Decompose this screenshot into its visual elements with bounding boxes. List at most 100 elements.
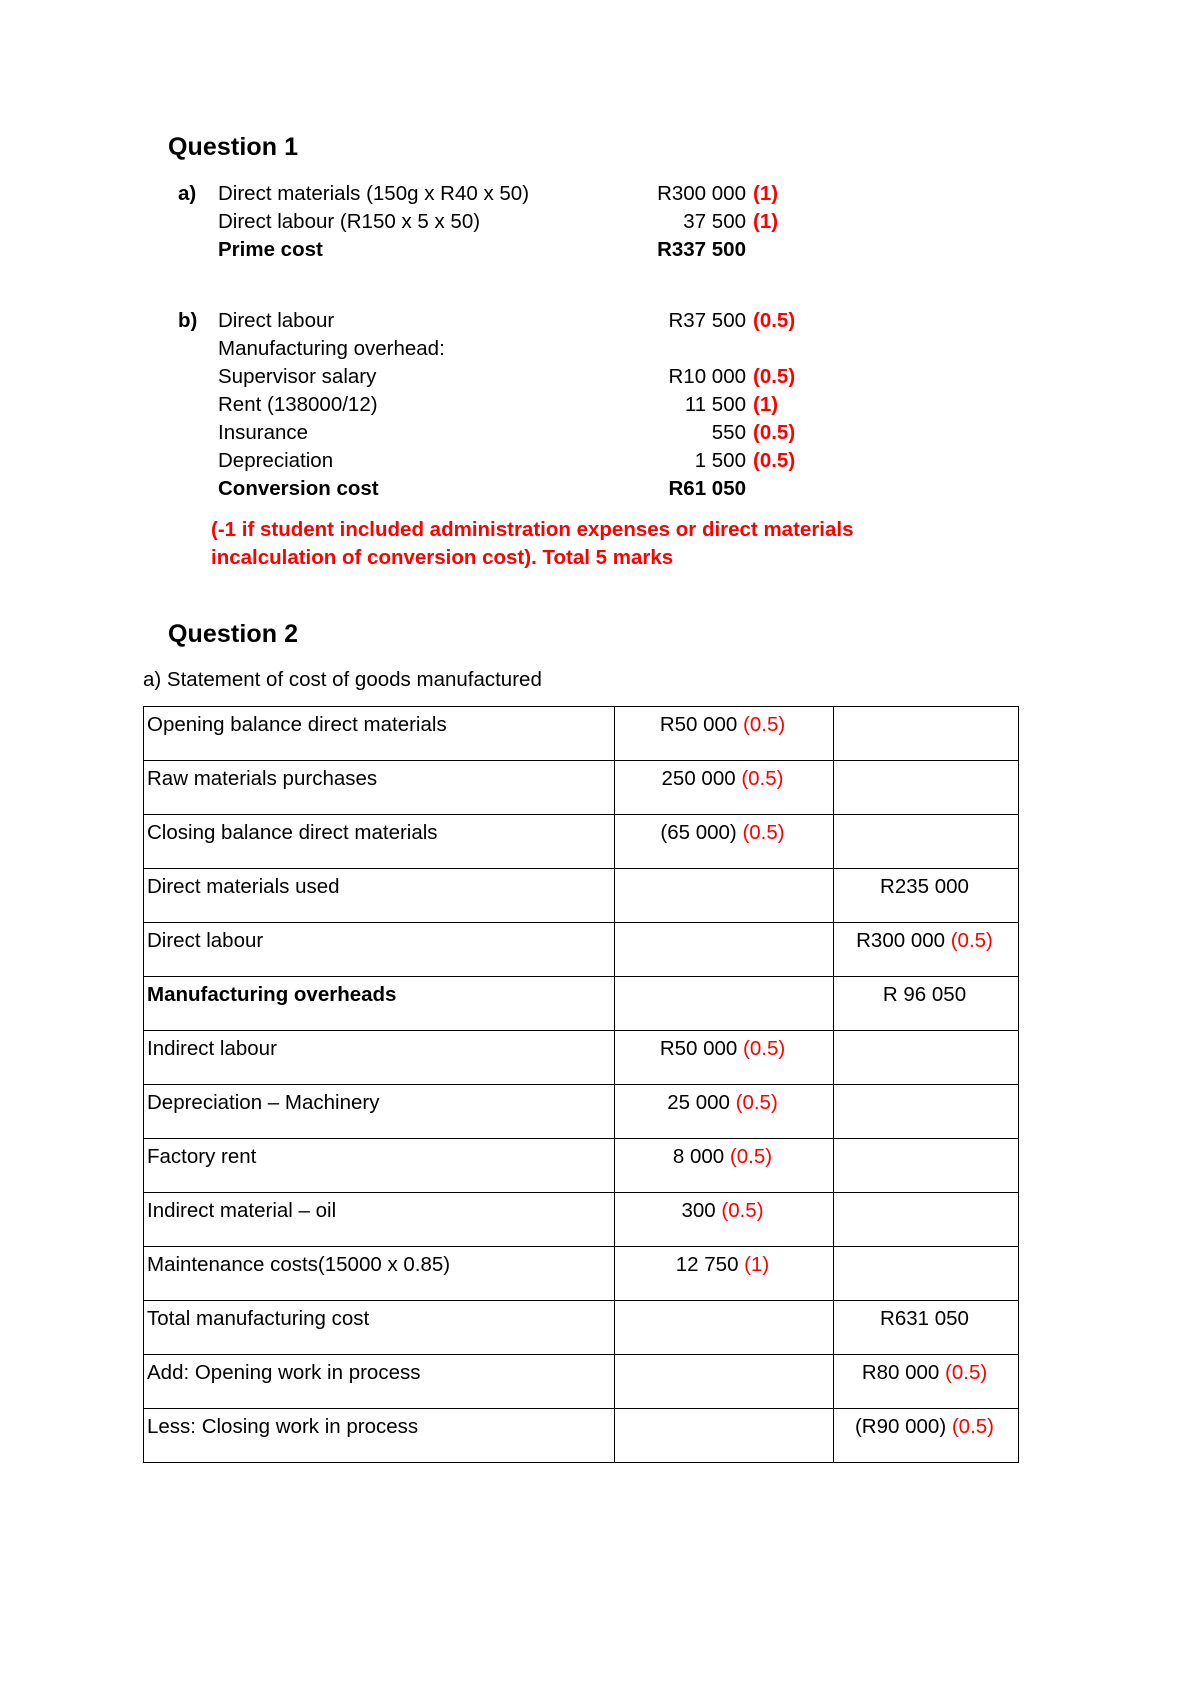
- q1b-amount: R37 500 (0.5): [558, 309, 798, 333]
- table-cell-description: Add: Opening work in process: [143, 1354, 615, 1409]
- table-cell-subtotal-value: R50 000: [659, 713, 738, 736]
- table-cell-description: Total manufacturing cost: [143, 1300, 615, 1355]
- table-cell-subtotal: R50 000 (0.5): [614, 706, 834, 761]
- table-cell-total: R235 000: [833, 868, 1019, 923]
- q1b-amount-value: 1 500: [694, 449, 746, 472]
- table-cell-total-value: (R90 000): [854, 1415, 947, 1438]
- table-cell-total-value: R300 000: [856, 929, 946, 952]
- q1b-label: Insurance: [218, 421, 309, 444]
- table-cell-total: [833, 1138, 1019, 1193]
- table-cell-subtotal-value: R50 000: [659, 1037, 738, 1060]
- table-row: Add: Opening work in process R80 000 (0.5…: [143, 1354, 1019, 1409]
- q1b-amount-value: 11 500: [684, 393, 746, 416]
- cost-of-goods-manufactured-table: Opening balance direct materials R50 000 …: [143, 706, 1019, 1463]
- table-cell-subtotal-value: 8 000: [672, 1145, 725, 1168]
- table-cell-subtotal: [614, 868, 834, 923]
- q1b-amount: [558, 337, 798, 361]
- table-row: Maintenance costs(15000 x 0.85) 12 750 (1…: [143, 1246, 1019, 1301]
- table-row: Depreciation – Machinery 25 000 (0.5): [143, 1084, 1019, 1139]
- table-cell-description: Direct materials used: [143, 868, 615, 923]
- table-cell-total: [833, 1084, 1019, 1139]
- table-row: Opening balance direct materials R50 000 …: [143, 706, 1019, 761]
- q1b-amount-value: R10 000: [668, 365, 746, 388]
- table-cell-subtotal-mark-allocation: (0.5): [715, 1199, 764, 1222]
- table-cell-description: Opening balance direct materials: [143, 706, 615, 761]
- q1b-label: Conversion cost: [218, 477, 379, 500]
- q1a-line: a) Direct materials (150g x R40 x 50) R300…: [178, 182, 798, 210]
- table-cell-subtotal-mark-allocation: (0.5): [737, 1037, 786, 1060]
- table-row: Manufacturing overheads R 96 050: [143, 976, 1019, 1031]
- q1a-label: Direct labour (R150 x 5 x 50): [218, 210, 481, 233]
- table-cell-description: Less: Closing work in process: [143, 1408, 615, 1463]
- q1b-label: Depreciation: [218, 449, 334, 472]
- q1a-mark-allocation: (1): [753, 210, 779, 233]
- question-1-part-a: a) Direct materials (150g x R40 x 50) R300…: [178, 182, 798, 266]
- table-cell-total: [833, 760, 1019, 815]
- table-cell-subtotal: R50 000 (0.5): [614, 1030, 834, 1085]
- table-cell-description: Direct labour: [143, 922, 615, 977]
- table-cell-total: [833, 706, 1019, 761]
- table-cell-subtotal: [614, 1300, 834, 1355]
- table-row: Raw materials purchases 250 000 (0.5): [143, 760, 1019, 815]
- q1a-line: Prime cost R337 500: [178, 238, 798, 266]
- q1a-line: Direct labour (R150 x 5 x 50) 37 500 (1): [178, 210, 798, 238]
- table-cell-description: Raw materials purchases: [143, 760, 615, 815]
- q1b-line: b) Direct labour R37 500 (0.5): [178, 309, 798, 337]
- table-cell-total: R300 000 (0.5): [833, 922, 1019, 977]
- q1b-line: Supervisor salary R10 000 (0.5): [178, 365, 798, 393]
- q1b-mark-allocation: (1): [753, 393, 779, 416]
- table-row: Less: Closing work in process (R90 000) (…: [143, 1408, 1019, 1463]
- table-cell-total: R631 050: [833, 1300, 1019, 1355]
- marking-note-line-1: (-1 if student included administration e…: [211, 518, 854, 541]
- table-cell-description: Indirect material – oil: [143, 1192, 615, 1247]
- table-cell-description: Maintenance costs(15000 x 0.85): [143, 1246, 615, 1301]
- table-cell-total-value: R 96 050: [882, 983, 967, 1006]
- q1b-line: Depreciation 1 500 (0.5): [178, 449, 798, 477]
- table-cell-subtotal: [614, 1354, 834, 1409]
- table-cell-subtotal: (65 000) (0.5): [614, 814, 834, 869]
- table-row: Indirect labour R50 000 (0.5): [143, 1030, 1019, 1085]
- table-cell-subtotal-value: 250 000: [661, 767, 736, 790]
- table-cell-subtotal: [614, 1408, 834, 1463]
- table-cell-subtotal: 25 000 (0.5): [614, 1084, 834, 1139]
- q1b-mark-allocation: (0.5): [753, 449, 796, 472]
- table-cell-description: Indirect labour: [143, 1030, 615, 1085]
- table-cell-subtotal-mark-allocation: (0.5): [735, 767, 784, 790]
- question-2-heading: Question 2: [168, 620, 299, 648]
- table-cell-total-mark-allocation: (0.5): [939, 1361, 988, 1384]
- question-2-subtitle: a) Statement of cost of goods manufactur…: [143, 668, 542, 691]
- table-cell-total: [833, 1192, 1019, 1247]
- q1a-marker: a): [178, 182, 197, 205]
- table-cell-subtotal-mark-allocation: (1): [738, 1253, 770, 1276]
- table-cell-subtotal: 12 750 (1): [614, 1246, 834, 1301]
- q1a-amount: R300 000 (1): [558, 182, 798, 206]
- table-cell-total-value: R631 050: [880, 1307, 969, 1330]
- q1b-label: Rent (138000/12): [218, 393, 378, 416]
- table-row: Indirect material – oil 300 (0.5): [143, 1192, 1019, 1247]
- table-cell-total: R80 000 (0.5): [833, 1354, 1019, 1409]
- q1b-mark-allocation: (0.5): [753, 309, 796, 332]
- q1b-amount-value: 550: [711, 421, 746, 444]
- question-1-marking-note: (-1 if student included administration e…: [211, 516, 951, 572]
- table-row: Total manufacturing cost R631 050: [143, 1300, 1019, 1355]
- table-body: Opening balance direct materials R50 000 …: [143, 706, 1019, 1463]
- table-row: Direct labour R300 000 (0.5): [143, 922, 1019, 977]
- q1b-amount-value: R61 050: [668, 477, 746, 500]
- q1a-amount-value: R300 000: [657, 182, 746, 205]
- q1b-label: Direct labour: [218, 309, 335, 332]
- table-cell-description: Manufacturing overheads: [143, 976, 615, 1031]
- table-cell-subtotal-value: (65 000): [660, 821, 737, 844]
- q1b-label: Manufacturing overhead:: [218, 337, 445, 360]
- table-cell-subtotal: [614, 922, 834, 977]
- q1a-amount: 37 500 (1): [558, 210, 798, 234]
- q1b-marker: b): [178, 309, 198, 332]
- table-cell-total: [833, 1030, 1019, 1085]
- table-cell-total: (R90 000) (0.5): [833, 1408, 1019, 1463]
- question-1-heading: Question 1: [168, 133, 299, 161]
- q1b-line: Insurance 550 (0.5): [178, 421, 798, 449]
- q1b-line: Rent (138000/12) 11 500 (1): [178, 393, 798, 421]
- table-cell-subtotal-mark-allocation: (0.5): [736, 821, 785, 844]
- q1a-amount-value: 37 500: [683, 210, 746, 233]
- q1b-mark-allocation: (0.5): [753, 421, 796, 444]
